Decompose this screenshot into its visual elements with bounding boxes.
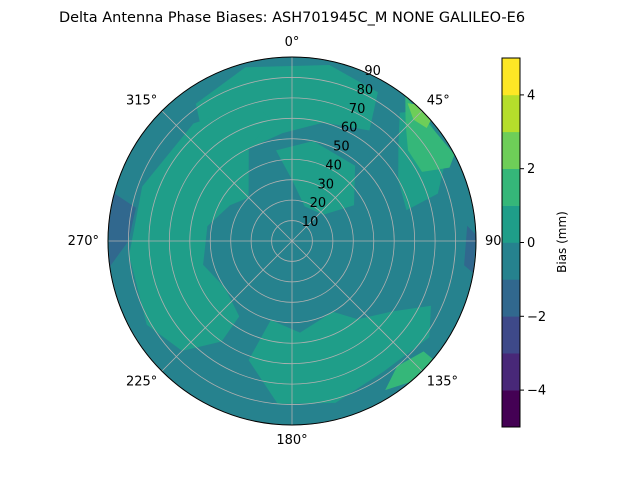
angular-gridline bbox=[161, 240, 293, 372]
colorbar-tick-label: 0 bbox=[527, 236, 535, 251]
azimuth-label: 0° bbox=[285, 35, 300, 50]
colorbar-band bbox=[502, 242, 520, 280]
angular-gridline bbox=[291, 110, 423, 242]
colorbar-bands bbox=[502, 58, 520, 428]
polar-frame bbox=[107, 56, 477, 426]
radial-tick-label: 10 bbox=[302, 215, 319, 230]
colorbar-label: Bias (mm) bbox=[555, 211, 569, 273]
colorbar-band bbox=[502, 390, 520, 428]
angular-gridline bbox=[291, 240, 423, 372]
polar-axes: 0° 45° 90 135° 180° 225° 270° 315° 10 20 30 40 50 60… bbox=[68, 35, 502, 448]
radial-tick-label: 60 bbox=[341, 121, 358, 136]
azimuth-label: 135° bbox=[427, 375, 458, 390]
radial-tick-label: 80 bbox=[357, 83, 374, 98]
colorbar-tick-label: −4 bbox=[527, 384, 546, 399]
radial-tick-label: 70 bbox=[349, 102, 366, 117]
azimuth-label: 90 bbox=[485, 234, 502, 249]
colorbar-band bbox=[502, 353, 520, 391]
colorbar: −4 −2 0 2 4 Bias (mm) bbox=[501, 57, 569, 428]
colorbar-band bbox=[502, 168, 520, 206]
angular-gridline bbox=[161, 110, 293, 242]
polar-grid bbox=[107, 56, 477, 426]
radial-labels: 10 20 30 40 50 60 70 80 90 bbox=[302, 64, 381, 230]
colorbar-ticks: −4 −2 0 2 4 bbox=[520, 88, 546, 399]
azimuth-label: 270° bbox=[68, 234, 99, 249]
contour-region bbox=[129, 102, 271, 351]
contour-region bbox=[407, 103, 431, 128]
colorbar-tick-label: −2 bbox=[527, 310, 546, 325]
colorbar-tick-label: 2 bbox=[527, 162, 535, 177]
contour-region bbox=[385, 351, 433, 391]
radial-tick-label: 50 bbox=[333, 140, 350, 155]
colorbar-band bbox=[502, 279, 520, 317]
colorbar-band bbox=[502, 94, 520, 133]
contour-region bbox=[108, 193, 136, 267]
azimuth-label: 225° bbox=[126, 375, 157, 390]
colorbar-band bbox=[502, 131, 520, 169]
radial-tick-label: 30 bbox=[318, 177, 335, 192]
radial-tick-label: 40 bbox=[325, 158, 342, 173]
azimuth-labels: 0° 45° 90 135° 180° 225° 270° 315° bbox=[68, 35, 502, 448]
colorbar-band bbox=[502, 316, 520, 354]
azimuth-label: 315° bbox=[126, 93, 157, 108]
radial-tick-label: 20 bbox=[310, 196, 327, 211]
colorbar-tick-label: 4 bbox=[527, 88, 535, 103]
chart-title: Delta Antenna Phase Biases: ASH701945C_M… bbox=[59, 10, 525, 26]
radial-tick-label: 90 bbox=[364, 64, 381, 79]
azimuth-label: 180° bbox=[276, 433, 307, 448]
contour-region bbox=[248, 305, 431, 404]
colorbar-band bbox=[502, 58, 520, 96]
colorbar-band bbox=[502, 205, 520, 243]
azimuth-label: 45° bbox=[427, 93, 450, 108]
contour-region bbox=[464, 225, 476, 273]
